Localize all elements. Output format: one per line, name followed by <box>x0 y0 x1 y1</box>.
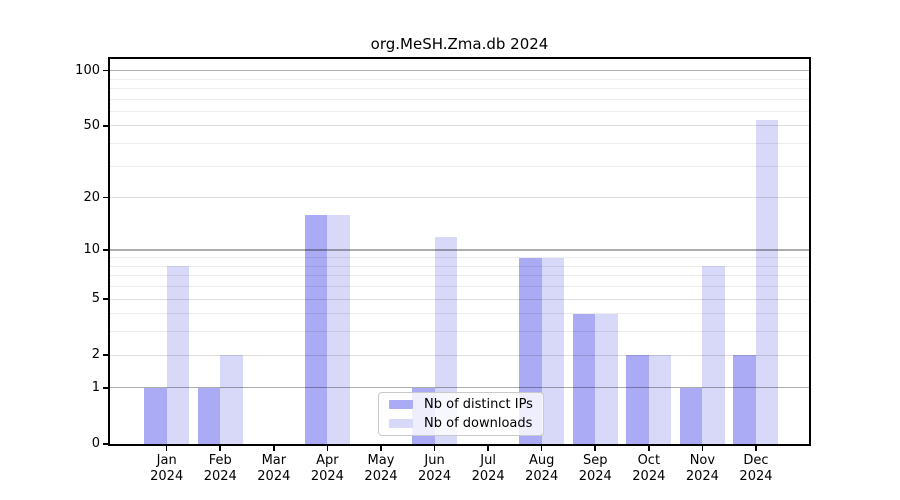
x-axis-label-sep: Sep 2024 <box>578 453 612 484</box>
y-axis-tick-0 <box>103 443 108 445</box>
y-axis-tick-10 <box>103 249 108 251</box>
y-axis-tick-20 <box>103 196 108 199</box>
legend: Nb of distinct IPs Nb of downloads <box>378 392 544 436</box>
x-axis-tick-feb <box>219 446 222 451</box>
gridline-y30 <box>110 165 809 167</box>
x-axis-label-feb: Feb 2024 <box>203 453 237 484</box>
x-axis-tick-dec <box>755 446 757 451</box>
bar-downloads-dec <box>755 119 779 444</box>
gridline-y60 <box>110 110 809 112</box>
chart-title: org.MeSH.Zma.db 2024 <box>370 35 549 53</box>
x-axis-tick-aug <box>540 446 543 451</box>
gridline-y40 <box>110 143 809 144</box>
bar-downloads-nov <box>702 266 725 444</box>
legend-label-distinct-ips: Nb of distinct IPs <box>424 397 533 412</box>
y-axis-label-10: 10 <box>83 241 100 257</box>
y-axis-tick-100 <box>103 69 108 72</box>
x-axis-tick-may <box>380 446 382 451</box>
y-axis-label-20: 20 <box>83 189 100 205</box>
x-axis-label-apr: Apr 2024 <box>310 453 344 484</box>
x-axis-label-jul: Jul 2024 <box>471 453 505 484</box>
x-axis-tick-oct <box>648 446 650 451</box>
gridline-y5 <box>110 298 809 300</box>
bar-distinct-ips-nov <box>679 387 703 444</box>
y-axis-tick-2 <box>103 354 108 356</box>
y-axis-label-50: 50 <box>83 117 100 133</box>
y-axis-label-0: 0 <box>91 436 100 451</box>
x-axis-label-oct: Oct 2024 <box>632 453 666 484</box>
bar-distinct-ips-feb <box>197 387 221 444</box>
gridline-y4 <box>110 313 809 315</box>
bar-distinct-ips-oct <box>626 355 649 444</box>
x-axis-tick-jul <box>487 446 489 451</box>
gridline-y3 <box>110 331 809 333</box>
x-axis-tick-nov <box>701 446 704 451</box>
gridline-y1 <box>110 387 809 389</box>
bar-distinct-ips-jan <box>144 387 167 444</box>
y-axis-tick-50 <box>103 125 108 127</box>
gridline-y2 <box>110 354 809 356</box>
bar-distinct-ips-sep <box>572 313 596 444</box>
bar-distinct-ips-dec <box>733 355 756 444</box>
bar-downloads-apr <box>327 214 350 444</box>
bar-downloads-sep <box>595 313 618 444</box>
legend-swatch-distinct-ips <box>389 399 413 410</box>
bar-downloads-feb <box>220 355 243 444</box>
y-axis-tick-1 <box>103 387 108 389</box>
x-axis-tick-sep <box>594 446 597 451</box>
gridline-y8 <box>110 265 809 267</box>
legend-item-distinct-ips: Nb of distinct IPs <box>379 397 543 413</box>
gridline-y10 <box>110 249 809 251</box>
x-axis-label-dec: Dec 2024 <box>739 453 773 484</box>
legend-swatch-downloads <box>389 418 413 429</box>
bar-distinct-ips-apr <box>304 214 328 444</box>
y-axis-label-1: 1 <box>91 379 100 395</box>
gridline-y70 <box>110 98 809 100</box>
x-axis-label-mar: Mar 2024 <box>257 453 291 484</box>
x-axis-tick-jan <box>165 446 168 451</box>
x-axis-label-nov: Nov 2024 <box>685 453 719 484</box>
plot-area <box>110 59 809 444</box>
x-axis-tick-mar <box>273 446 275 451</box>
y-axis-label-5: 5 <box>91 291 100 307</box>
x-axis-tick-apr <box>326 446 329 451</box>
y-axis-label-100: 100 <box>75 62 100 78</box>
gridline-y6 <box>110 286 809 288</box>
bar-downloads-jan <box>166 266 190 444</box>
x-axis-label-aug: Aug 2024 <box>525 453 559 484</box>
bar-downloads-oct <box>648 355 672 444</box>
x-axis-label-jan: Jan 2024 <box>150 453 184 484</box>
x-axis-label-may: May 2024 <box>364 453 398 484</box>
gridline-y90 <box>110 78 809 80</box>
gridline-y80 <box>110 87 809 89</box>
gridline-y100 <box>110 69 809 72</box>
gridline-y20 <box>110 197 809 199</box>
gridline-y7 <box>110 275 809 277</box>
gridline-y50 <box>110 125 809 127</box>
y-axis-tick-5 <box>103 298 108 300</box>
x-axis-label-jun: Jun 2024 <box>418 453 452 484</box>
gridline-y9 <box>110 257 809 259</box>
y-axis-label-2: 2 <box>91 347 100 363</box>
legend-item-downloads: Nb of downloads <box>379 416 543 432</box>
legend-label-downloads: Nb of downloads <box>424 416 533 431</box>
x-axis-tick-jun <box>433 446 436 451</box>
bar-downloads-aug <box>541 257 565 444</box>
